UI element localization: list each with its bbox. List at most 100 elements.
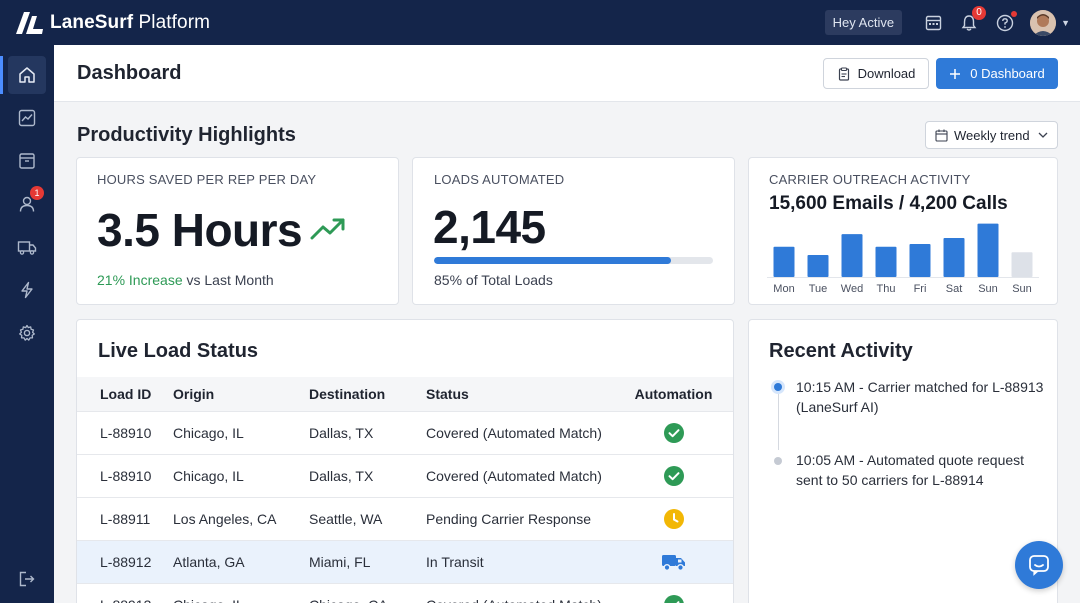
section-title: Productivity Highlights (77, 124, 296, 146)
check-circle-icon (663, 595, 684, 603)
hours-saved-card: HOURS SAVED PER REP PER DAY 3.5 Hours 21… (76, 157, 399, 305)
status-pill[interactable]: Hey Active (824, 10, 903, 35)
cell-origin: Chicago, IL (173, 425, 244, 441)
chart-bar[interactable] (875, 246, 897, 277)
gear-icon (19, 324, 35, 341)
sidebar-item-users[interactable]: 1 (8, 185, 46, 223)
chart-bar[interactable] (1011, 252, 1033, 277)
activity-timeline-line (778, 390, 779, 450)
table-row[interactable]: L-88912 Atlanta, GA Miami, FL In Transit (77, 541, 733, 584)
chevron-down-icon[interactable]: ▼ (1061, 17, 1070, 28)
chart-bar[interactable] (841, 234, 863, 277)
column-header-destination[interactable]: Destination (309, 386, 386, 402)
loads-progress-bar (434, 257, 713, 264)
loads-automated-value: 2,145 (433, 201, 546, 253)
user-avatar[interactable] (1030, 9, 1057, 36)
table-row[interactable]: L-88910 Chicago, IL Dallas, TX Covered (Aut… (77, 412, 733, 455)
cell-status: Covered (Automated Match) (426, 425, 602, 441)
brand[interactable]: LaneSurf Platform (14, 10, 210, 36)
chart-bar[interactable] (977, 223, 999, 277)
lanesurf-logo-icon (16, 11, 43, 34)
hours-saved-value: 3.5 Hours (97, 204, 303, 256)
live-load-status-title: Live Load Status (98, 340, 259, 362)
sidebar-item-automation[interactable] (8, 271, 46, 309)
trend-select-value: Weekly trend (954, 127, 1030, 143)
truck-icon (17, 241, 37, 255)
outreach-bar-chart: Mon Tue Wed Thu Fri Sat Sun Sun (767, 223, 1039, 295)
chart-bar[interactable] (943, 237, 965, 277)
plus-icon (950, 68, 961, 79)
trending-up-icon (310, 218, 345, 240)
chart-tick-label: Fri (914, 283, 927, 295)
chart-tick-label: Wed (841, 283, 863, 295)
outreach-label: CARRIER OUTREACH ACTIVITY (769, 172, 971, 187)
cell-origin: Chicago, IL (173, 597, 309, 603)
page-header: Dashboard Download 0 Dashboard (54, 45, 1080, 102)
column-header-status[interactable]: Status (426, 386, 469, 402)
loads-automated-caption: 85% of Total Loads (434, 272, 553, 288)
column-header-automation[interactable]: Automation (634, 386, 713, 402)
calendar-icon (935, 129, 948, 142)
cell-load-id: L-88910 (100, 425, 152, 441)
hours-saved-change: 21% Increase vs Last Month (97, 272, 274, 288)
activity-dot (774, 457, 782, 465)
cell-destination: Seattle, WA (309, 511, 383, 527)
loads-progress-fill (434, 257, 672, 264)
chevron-down-icon (1038, 132, 1048, 138)
sidebar-item-analytics[interactable] (8, 99, 46, 137)
outreach-total: 15,600 Emails / 4,200 Calls (769, 193, 1008, 214)
sidebar-item-home[interactable] (0, 56, 46, 94)
top-bar: LaneSurf Platform Hey Active 0 ▼ (0, 0, 1080, 45)
table-row[interactable]: L-88913Chicago, ILChicago, CACovered (Au… (77, 584, 733, 603)
cell-origin: Atlanta, GA (173, 554, 245, 570)
add-dashboard-button[interactable]: 0 Dashboard (936, 58, 1058, 89)
activity-item[interactable]: 10:05 AM - Automated quote request sent … (796, 452, 1025, 488)
logout-icon (19, 571, 35, 587)
chart-bar[interactable] (909, 244, 931, 277)
cell-automation (614, 508, 733, 530)
notification-count-badge: 0 (972, 5, 987, 20)
chart-tick-label: Sun (978, 283, 998, 295)
sidebar-item-archive[interactable] (8, 142, 46, 180)
table-row[interactable]: L-88910 Chicago, IL Dallas, TX Covered (Aut… (77, 455, 733, 498)
users-badge: 1 (30, 186, 44, 200)
chart-bar[interactable] (807, 255, 829, 277)
hours-saved-label: HOURS SAVED PER REP PER DAY (97, 172, 317, 187)
cell-automation (614, 552, 733, 572)
sidebar-item-logout[interactable] (8, 560, 46, 598)
truck-icon (661, 555, 685, 571)
help-icon[interactable] (994, 10, 1018, 34)
sidebar-item-settings[interactable] (8, 314, 46, 352)
chat-support-button[interactable] (1015, 541, 1063, 589)
clipboard-icon (838, 66, 849, 81)
cell-status: In Transit (426, 554, 484, 570)
clock-icon (663, 509, 684, 529)
loads-automated-card: LOADS AUTOMATED 2,145 85% of Total Loads (412, 157, 735, 305)
column-header-origin[interactable]: Origin (173, 386, 215, 402)
recent-activity-title: Recent Activity (769, 340, 913, 362)
recent-activity-card: Recent Activity 10:15 AM - Carrier match… (748, 319, 1058, 603)
cell-automation (614, 465, 733, 487)
column-header-load-id[interactable]: Load ID (100, 386, 152, 402)
activity-item[interactable]: 10:15 AM - Carrier matched for L-88913 (… (796, 379, 1044, 415)
table-row[interactable]: L-88911 Los Angeles, CA Seattle, WA Pending… (77, 498, 733, 541)
chart-tick-label: Sat (946, 283, 963, 295)
loads-automated-label: LOADS AUTOMATED (434, 172, 565, 187)
sidebar-item-shipments[interactable] (8, 228, 46, 266)
page-title: Dashboard (77, 62, 182, 84)
live-load-status-card: Live Load Status Load ID Origin Destinat… (76, 319, 734, 603)
chart-tick-label: Mon (773, 283, 794, 295)
chat-bubble-icon (1029, 555, 1049, 576)
help-alert-dot (1011, 10, 1018, 17)
brand-name: LaneSurf Platform (50, 11, 211, 33)
chart-bar[interactable] (773, 246, 795, 277)
calendar-icon[interactable] (922, 12, 944, 34)
cell-destination: Chicago, CA (309, 597, 426, 603)
bell-icon[interactable]: 0 (958, 5, 987, 34)
cell-status: Pending Carrier Response (426, 511, 591, 527)
trend-select[interactable]: Weekly trend (925, 121, 1058, 149)
download-button[interactable]: Download (823, 58, 929, 89)
cell-load-id: L-88911 (100, 511, 151, 527)
cell-automation (614, 594, 733, 603)
activity-dot (774, 383, 782, 391)
